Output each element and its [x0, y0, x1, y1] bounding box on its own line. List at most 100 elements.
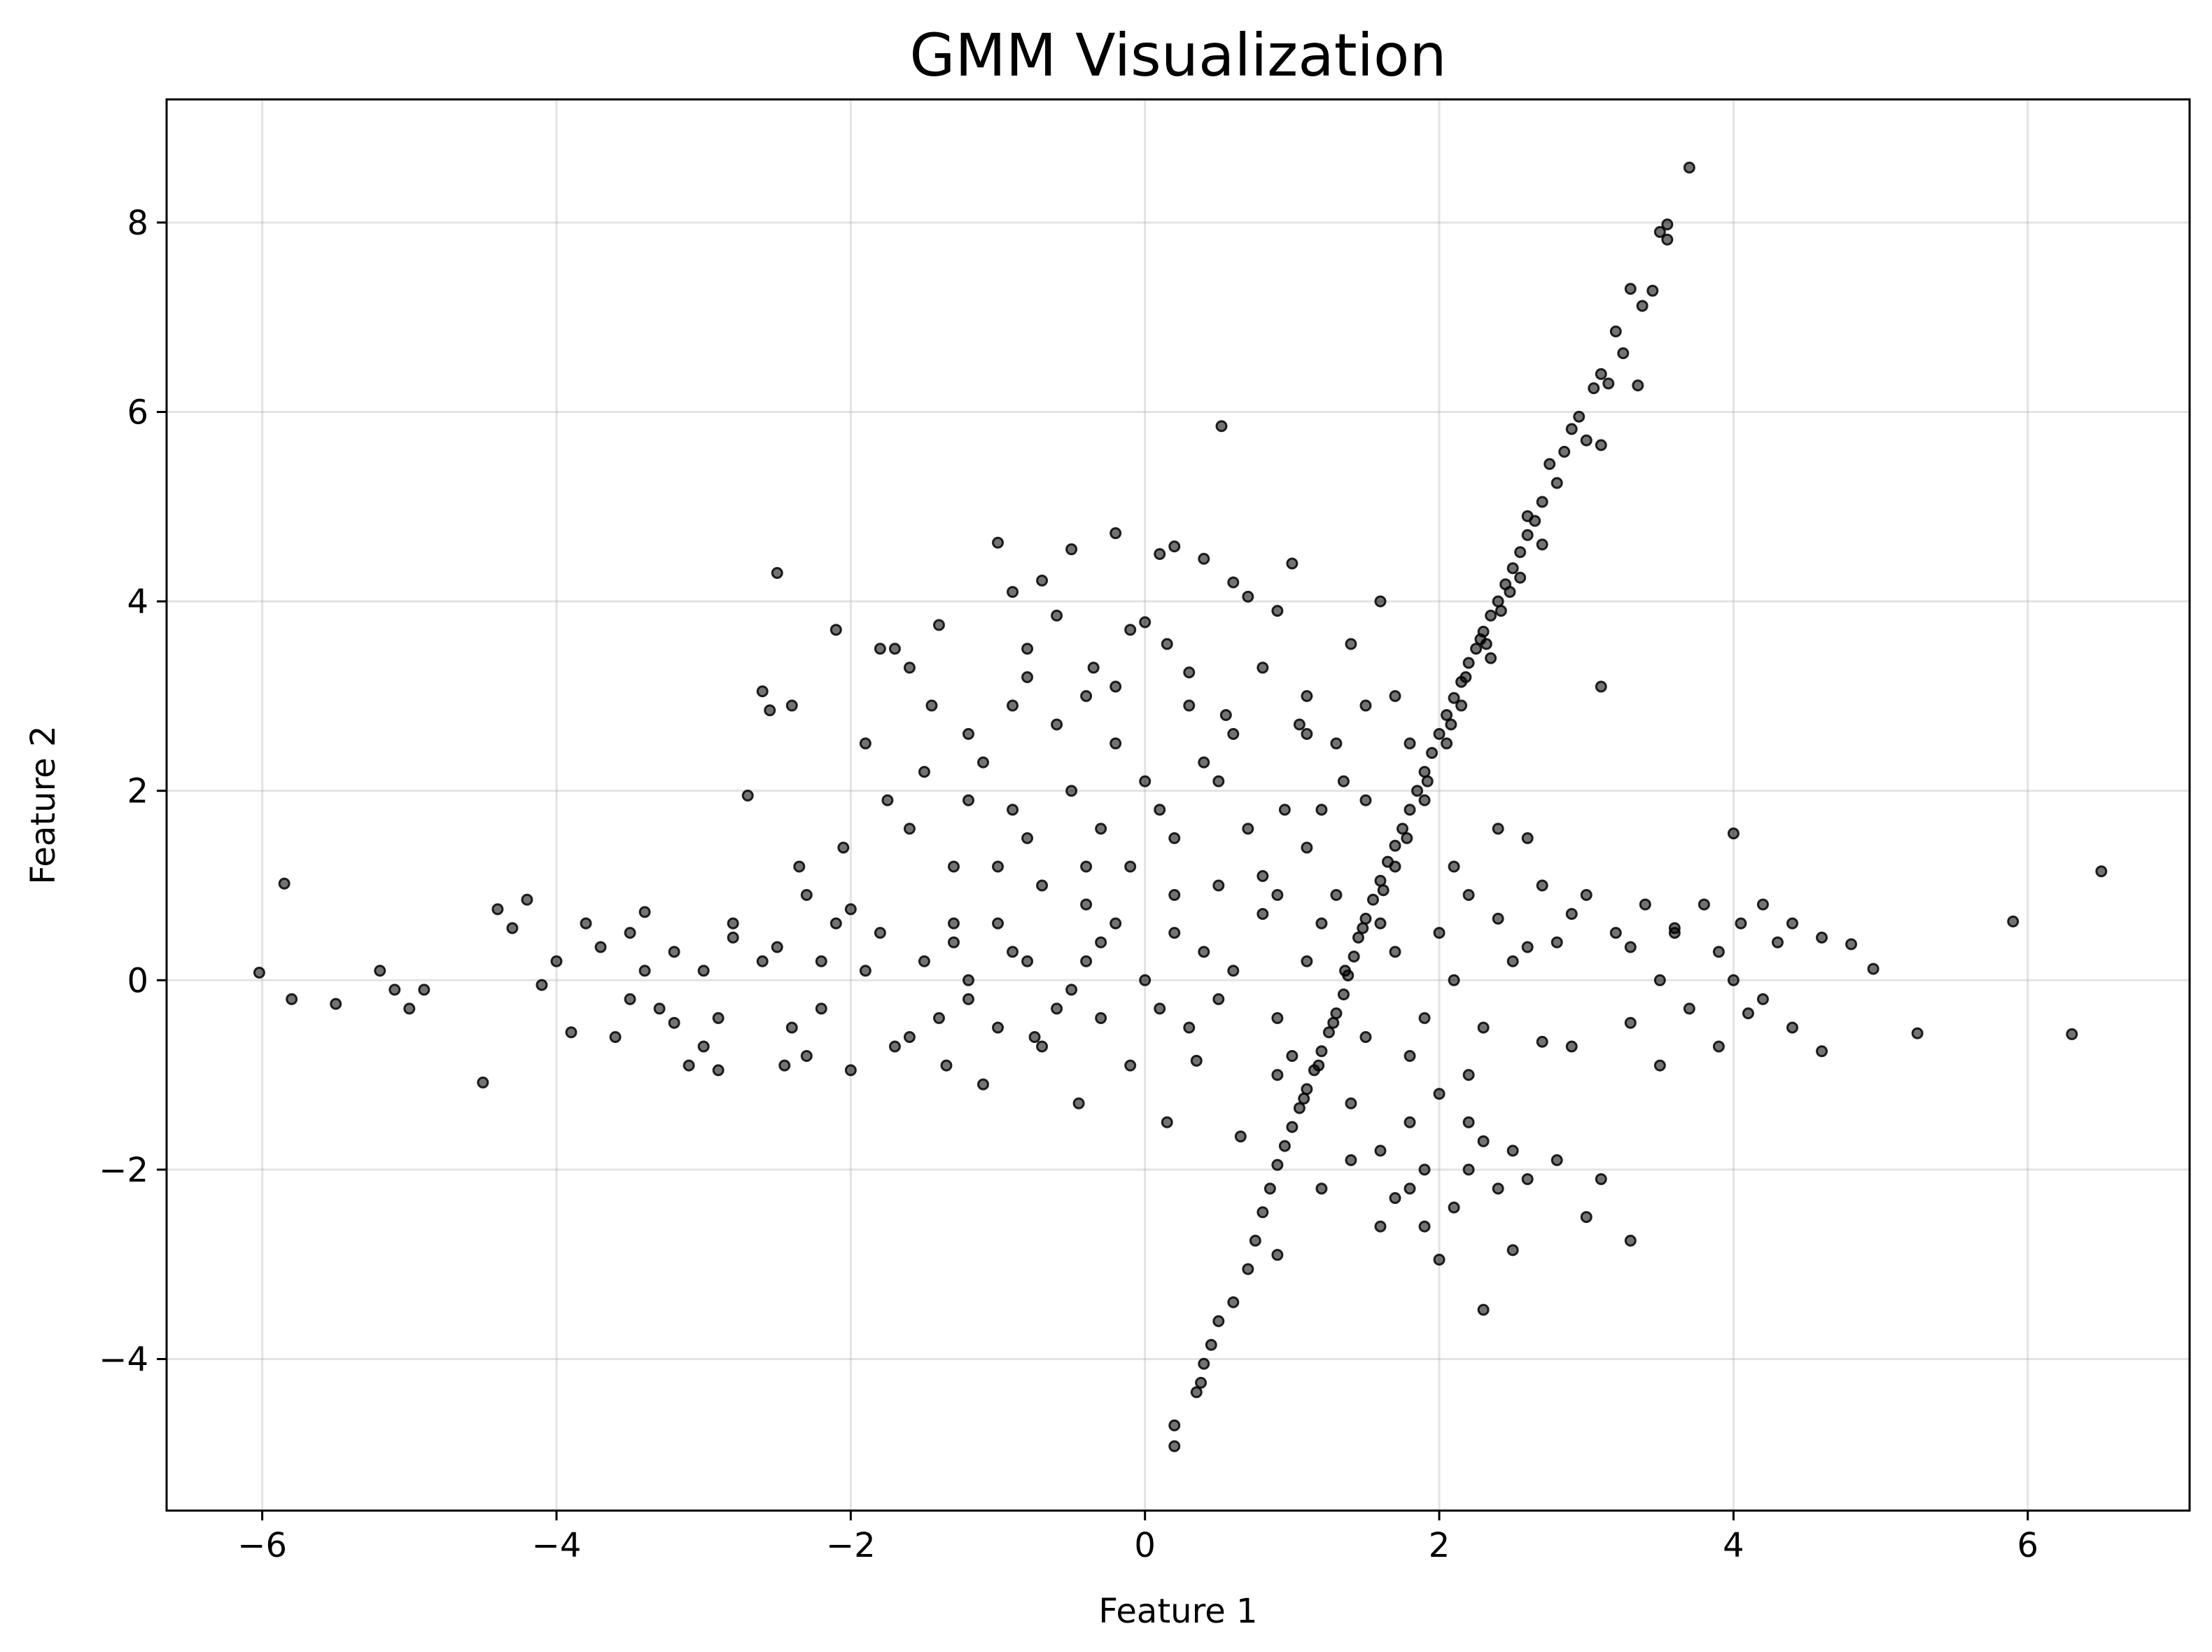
data-point — [918, 766, 930, 778]
data-point — [1418, 1163, 1431, 1176]
data-point — [1580, 434, 1592, 447]
data-point — [1051, 609, 1063, 622]
data-point — [1632, 379, 1644, 392]
data-point — [1462, 657, 1475, 669]
data-point — [1521, 1172, 1534, 1185]
data-point — [1867, 962, 1879, 975]
data-point — [1544, 458, 1556, 470]
data-point — [1007, 946, 1019, 958]
data-point — [1337, 775, 1350, 788]
data-point — [1080, 690, 1093, 702]
data-point — [1565, 908, 1578, 920]
data-point — [1433, 728, 1446, 741]
chart-title: GMM Visualization — [909, 21, 1446, 90]
data-point — [1470, 643, 1483, 655]
data-point — [1339, 965, 1352, 977]
data-point — [1345, 1154, 1357, 1166]
data-point — [1110, 737, 1122, 750]
data-point — [1315, 1182, 1328, 1195]
y-tick-label: 2 — [127, 772, 148, 811]
data-point — [1418, 1011, 1431, 1024]
data-point — [253, 966, 265, 979]
data-point — [682, 1059, 695, 1072]
data-point — [1624, 1234, 1637, 1247]
data-point — [1595, 680, 1607, 693]
data-point — [1377, 884, 1390, 897]
data-point — [859, 737, 872, 750]
data-point — [1327, 1016, 1340, 1029]
data-point — [1139, 775, 1152, 788]
plot-frame — [165, 98, 2191, 1512]
data-point — [1448, 1201, 1460, 1214]
data-point — [1330, 889, 1343, 902]
data-point — [1168, 832, 1181, 844]
data-point — [1021, 832, 1034, 844]
data-point — [1727, 827, 1740, 840]
data-point — [1293, 1102, 1306, 1114]
data-point — [653, 1002, 666, 1015]
data-point — [1653, 1059, 1666, 1072]
data-point — [1460, 671, 1472, 683]
data-point — [1536, 879, 1548, 892]
data-point — [550, 955, 563, 967]
data-point — [1462, 1116, 1475, 1128]
data-point — [1322, 1026, 1335, 1039]
data-point — [1212, 1315, 1225, 1327]
data-point — [1315, 917, 1328, 930]
data-point — [1198, 756, 1210, 769]
data-point — [1212, 879, 1225, 892]
data-point — [947, 860, 960, 873]
data-point — [1080, 955, 1093, 967]
data-point — [1389, 690, 1401, 702]
data-point — [1374, 917, 1387, 930]
data-point — [815, 1002, 827, 1015]
data-point — [1366, 893, 1379, 906]
data-point — [1521, 528, 1534, 541]
data-point — [1249, 1234, 1261, 1247]
data-point — [1256, 908, 1269, 920]
data-point — [1536, 538, 1548, 551]
data-point — [1786, 917, 1799, 930]
data-point — [727, 917, 739, 930]
y-tick-label: −2 — [99, 1151, 148, 1190]
x-axis-label: Feature 1 — [1098, 1592, 1257, 1631]
data-point — [1595, 368, 1607, 380]
data-point — [1374, 595, 1387, 608]
data-point — [1021, 643, 1034, 655]
data-point — [1514, 571, 1527, 584]
data-point — [1485, 609, 1497, 622]
data-point — [940, 1059, 953, 1072]
data-point — [1404, 1050, 1416, 1063]
data-point — [1271, 1069, 1284, 1082]
data-point — [1095, 936, 1107, 948]
data-point — [1110, 527, 1122, 540]
data-point — [1448, 974, 1460, 986]
data-point — [844, 903, 857, 916]
data-point — [1727, 974, 1740, 986]
data-point — [1271, 889, 1284, 902]
data-point — [1195, 1376, 1208, 1389]
data-point — [1816, 931, 1828, 944]
data-point — [1712, 1040, 1725, 1053]
data-point — [1139, 616, 1152, 629]
data-point — [727, 931, 739, 944]
data-point — [1168, 927, 1181, 939]
data-point — [580, 917, 592, 930]
data-point — [1421, 775, 1434, 788]
data-point — [1359, 794, 1372, 806]
data-point — [491, 903, 504, 916]
data-point — [1205, 1338, 1217, 1351]
data-point — [1653, 225, 1666, 238]
data-point — [565, 1026, 578, 1039]
data-point — [1404, 737, 1416, 750]
data-point — [477, 1076, 489, 1088]
data-point — [1418, 794, 1431, 806]
data-point — [1256, 662, 1269, 674]
data-point — [624, 993, 636, 1005]
x-tick-label: 6 — [2017, 1526, 2039, 1565]
data-point — [418, 983, 430, 996]
data-point — [1636, 300, 1648, 312]
data-point — [874, 927, 886, 939]
data-point — [764, 704, 776, 717]
